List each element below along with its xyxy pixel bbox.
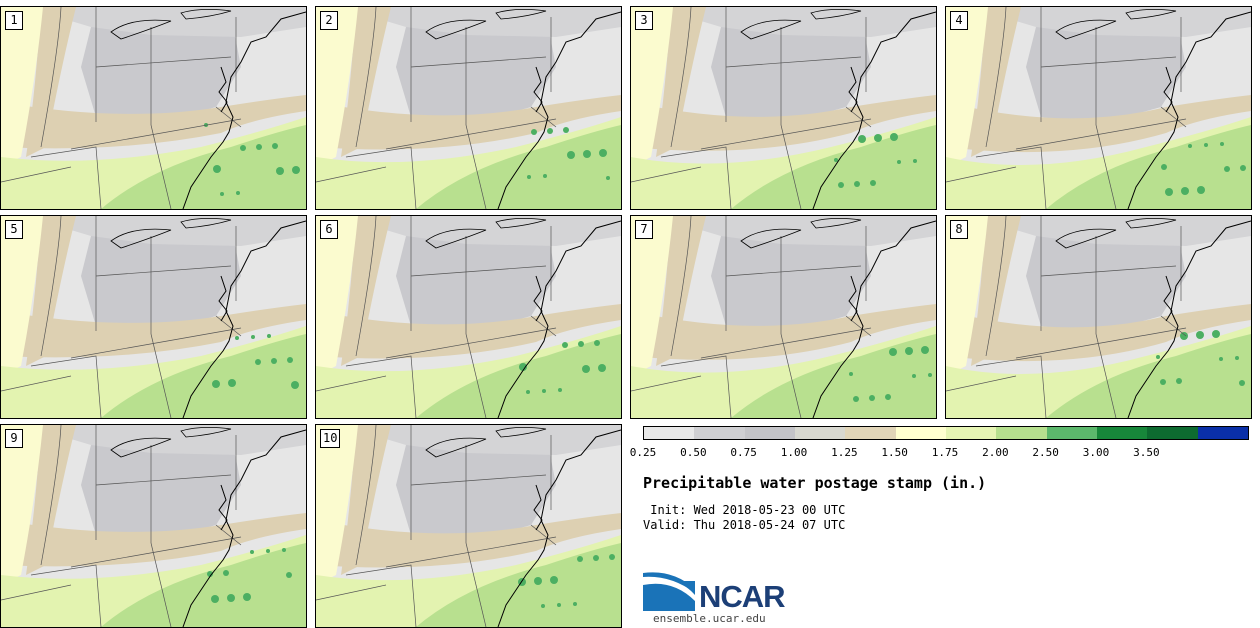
colorbar-swatch [744, 427, 795, 439]
member-number-label: 1 [5, 11, 23, 30]
member-number-label: 6 [320, 220, 338, 239]
colorbar-swatch [644, 427, 695, 439]
colorbar-tick-label: 1.00 [780, 446, 808, 459]
map-panel: 5 [0, 215, 307, 419]
colorbar-swatch [694, 427, 745, 439]
map-panel: 2 [315, 6, 622, 210]
member-number-label: 7 [635, 220, 653, 239]
map-panel: 9 [0, 424, 307, 628]
colorbar-tick-label: 2.50 [1032, 446, 1059, 459]
member-number-label: 9 [5, 429, 23, 448]
map-panel: 7 [630, 215, 937, 419]
init-time: Init: Wed 2018-05-23 00 UTC [643, 503, 846, 517]
colorbar-swatch [845, 427, 896, 439]
colorbar-tick-label: 1.25 [831, 446, 858, 459]
colorbar-swatch [945, 427, 997, 439]
precip-water-map [1, 425, 306, 627]
colorbar-tick-label: 3.50 [1133, 446, 1160, 459]
colorbar-tick-label: 2.00 [982, 446, 1009, 459]
colorbar-tick-label: 0.25 [629, 446, 657, 459]
colorbar-swatch [1046, 427, 1097, 439]
map-panel: 8 [945, 215, 1252, 419]
member-number-label: 2 [320, 11, 338, 30]
colorbar-swatch [1197, 427, 1248, 439]
colorbar-tick-label: 3.00 [1082, 446, 1110, 459]
precip-water-map [316, 425, 621, 627]
colorbar-tick-label: 1.50 [881, 446, 908, 459]
member-number-label: 5 [5, 220, 23, 239]
precip-water-map [631, 7, 936, 209]
member-number-label: 3 [635, 11, 653, 30]
ncar-logo-icon [643, 572, 695, 611]
map-panel: 6 [315, 215, 622, 419]
colorbar-swatch [895, 427, 946, 439]
map-panel: 1 [0, 6, 307, 210]
precip-water-map [316, 216, 621, 418]
precip-water-map [631, 216, 936, 418]
colorbar-tick-label: 0.50 [680, 446, 707, 459]
ncar-logo-text: NCAR [699, 579, 786, 614]
precip-water-map [946, 216, 1251, 418]
colorbar-swatch [996, 427, 1047, 439]
precip-water-map [946, 7, 1251, 209]
colorbar-tick-label: 1.75 [931, 446, 959, 459]
precip-water-map [1, 7, 306, 209]
member-number-label: 10 [320, 429, 341, 448]
colorbar-swatch [794, 427, 846, 439]
colorbar-swatch [1096, 427, 1148, 439]
member-number-label: 4 [950, 11, 968, 30]
colorbar-tick-label: 0.75 [730, 446, 757, 459]
map-panel: 3 [630, 6, 937, 210]
colorbar [643, 426, 1249, 440]
chart-title: Precipitable water postage stamp (in.) [643, 474, 987, 492]
map-panel: 4 [945, 6, 1252, 210]
member-number-label: 8 [950, 220, 968, 239]
precip-water-map [1, 216, 306, 418]
colorbar-swatch [1147, 427, 1198, 439]
valid-time: Valid: Thu 2018-05-24 07 UTC [643, 518, 846, 532]
site-url: ensemble.ucar.edu [653, 612, 766, 625]
precip-water-map [316, 7, 621, 209]
map-panel: 10 [315, 424, 622, 628]
